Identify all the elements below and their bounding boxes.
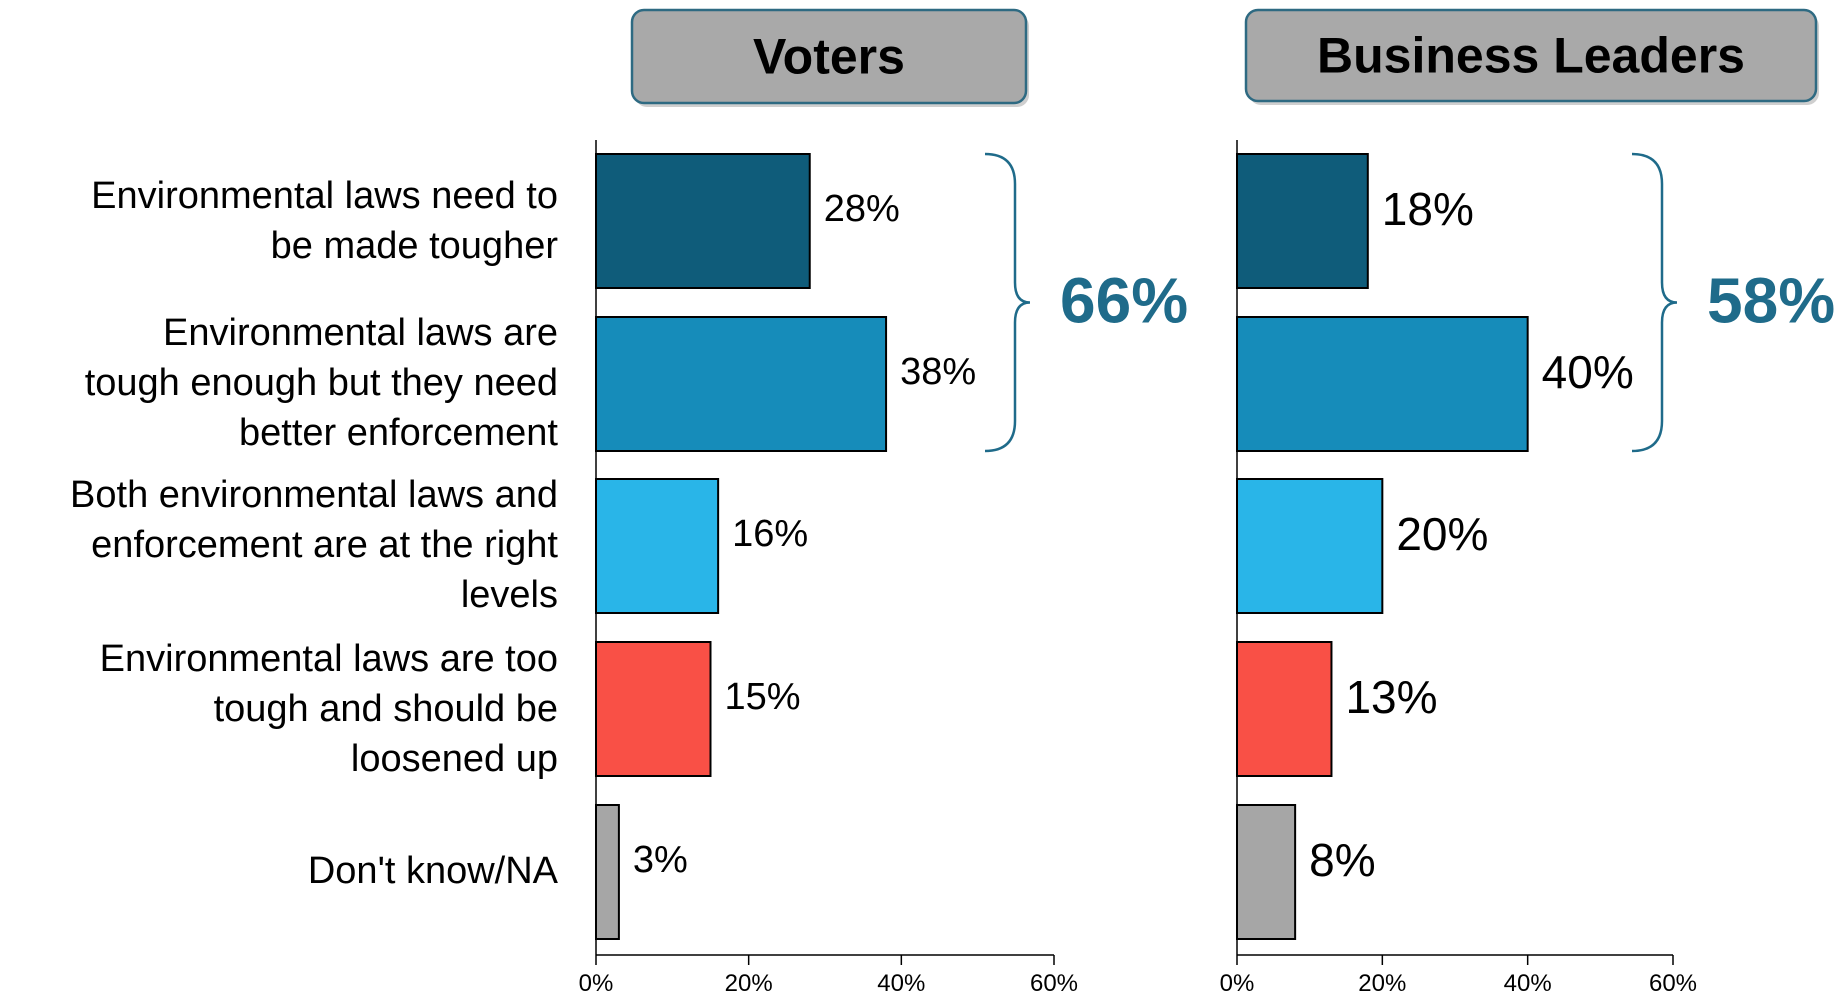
x-tick-label: 20% [1358, 970, 1406, 994]
bar-value-label: 16% [732, 513, 808, 555]
panel-title: Business Leaders [1317, 28, 1745, 84]
bar-value-label: 18% [1382, 183, 1474, 235]
category-label: levels [461, 574, 558, 616]
bar [595, 478, 720, 614]
bar [595, 804, 620, 940]
x-tick-label: 20% [725, 970, 773, 994]
bar-value-label: 8% [1309, 834, 1375, 886]
category-label: better enforcement [239, 412, 558, 454]
bar [1236, 804, 1297, 940]
bar-value-label: 20% [1396, 508, 1488, 560]
bar [1236, 153, 1369, 289]
bar-value-label: 28% [824, 188, 900, 230]
category-label: Environmental laws are [163, 312, 558, 354]
bar-value-label: 40% [1542, 346, 1634, 398]
category-label: loosened up [351, 738, 558, 780]
bar-value-label: 38% [900, 351, 976, 393]
category-label: Environmental laws are too [100, 638, 558, 680]
bracket [1631, 152, 1678, 453]
category-labels: Environmental laws need to be made toughe… [70, 175, 559, 892]
bar [595, 153, 811, 289]
bar [1236, 316, 1529, 452]
panel-header [630, 8, 1028, 105]
bar [595, 641, 712, 777]
category-label: be made tougher [271, 225, 559, 267]
bracket-total-label: 66% [1060, 265, 1188, 337]
panel-header [1244, 8, 1818, 103]
bar-value-label: 3% [633, 839, 688, 881]
bar-value-label: 15% [725, 676, 801, 718]
x-tick-label: 0% [579, 970, 614, 994]
bar [1236, 478, 1384, 614]
bar [595, 316, 888, 452]
panel-title: Voters [753, 29, 905, 85]
bracket [984, 152, 1031, 453]
category-label: enforcement are at the right [91, 524, 558, 566]
bar-value-label: 13% [1345, 671, 1437, 723]
category-label: tough enough but they need [85, 362, 558, 404]
x-tick-label: 60% [1649, 970, 1697, 994]
x-tick-label: 60% [1030, 970, 1078, 994]
category-label: tough and should be [214, 688, 558, 730]
x-tick-label: 40% [1504, 970, 1552, 994]
category-label: Don't know/NA [308, 850, 559, 892]
x-tick-label: 40% [877, 970, 925, 994]
voters-panel: Voters 28% 38% 16% 15% 3% 0% 20% 40% 60% 66% [579, 8, 1188, 994]
category-label: Both environmental laws and [70, 474, 558, 516]
bracket-total-label: 58% [1707, 265, 1835, 337]
x-tick-label: 0% [1220, 970, 1255, 994]
bar [1236, 641, 1333, 777]
category-label: Environmental laws need to [91, 175, 558, 217]
business-leaders-panel: Business Leaders 18% 40% 20% 13% 8% 0% 20% 40% 60… [1220, 8, 1835, 994]
